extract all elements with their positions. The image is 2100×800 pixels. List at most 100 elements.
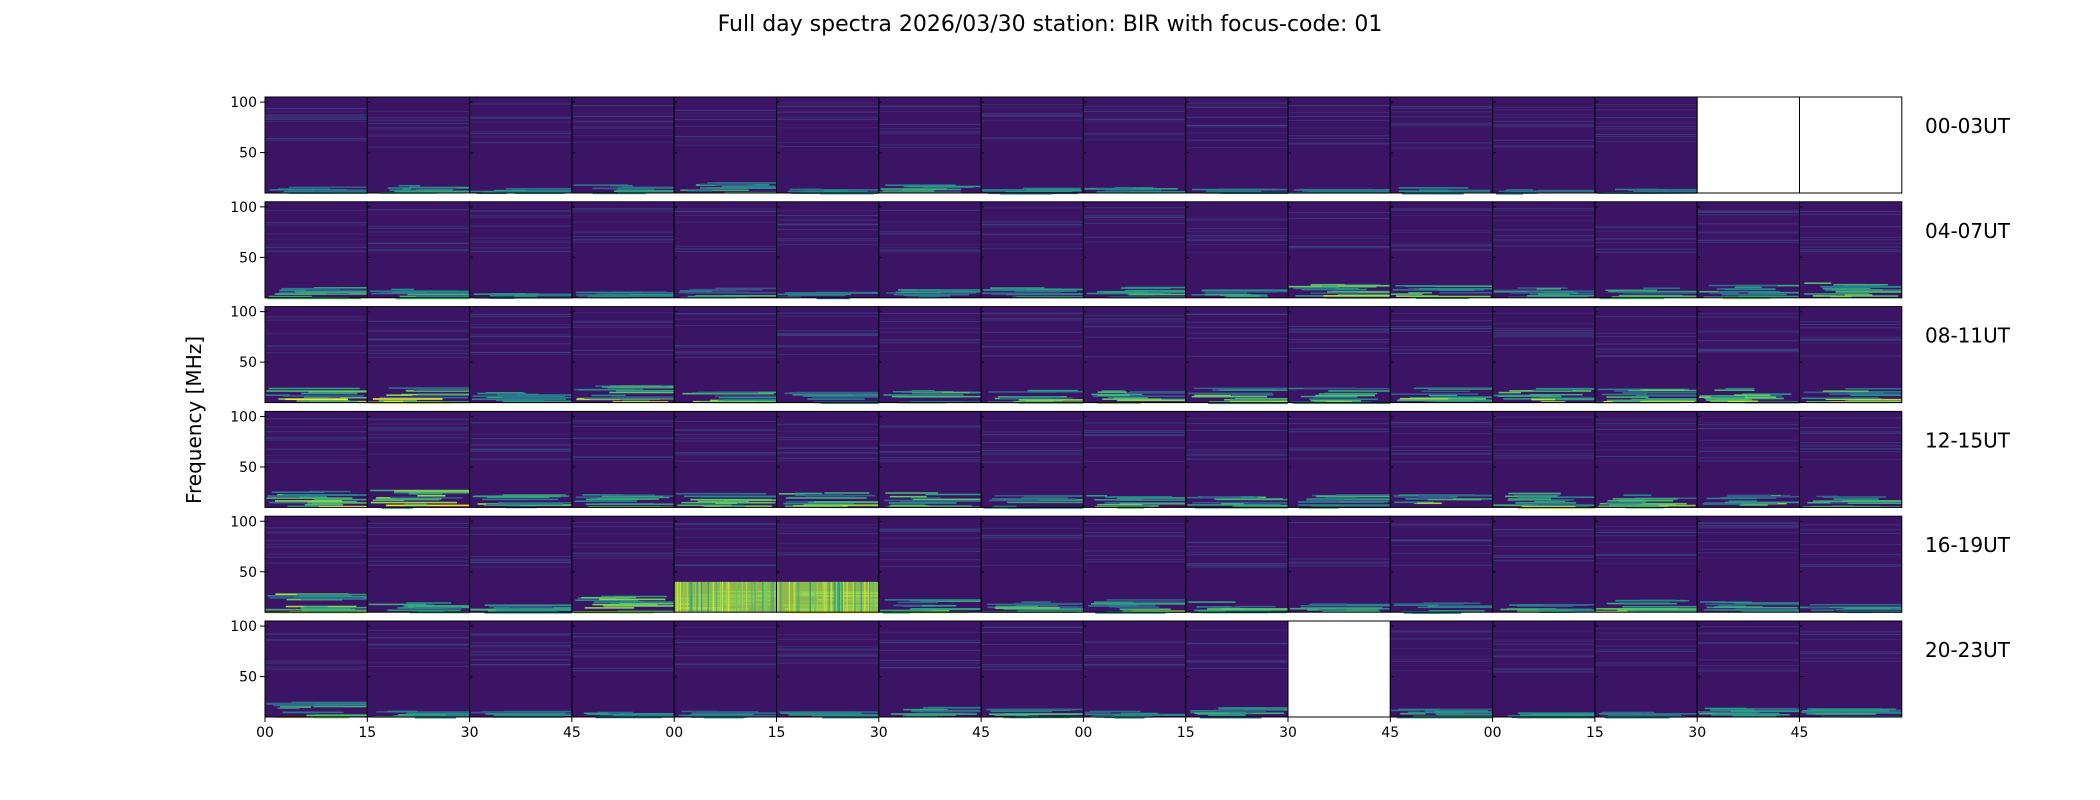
signal-band xyxy=(1434,397,1486,400)
rfi-line xyxy=(1390,325,1493,327)
signal-band xyxy=(1309,603,1391,606)
rfi-line xyxy=(674,318,777,320)
rfi-line xyxy=(1288,448,1391,450)
rfi-line xyxy=(1083,550,1186,552)
burst-stripe xyxy=(798,581,800,613)
rfi-line xyxy=(981,454,1084,456)
rfi-line xyxy=(1697,439,1800,441)
rfi-line xyxy=(265,668,368,670)
signal-band xyxy=(1390,709,1420,712)
signal-band xyxy=(265,608,356,611)
rfi-line xyxy=(367,127,470,129)
signal-band xyxy=(1810,708,1896,711)
rfi-line xyxy=(571,353,675,355)
signal-band xyxy=(812,396,879,398)
rfi-line xyxy=(469,131,572,133)
signal-band xyxy=(613,714,675,717)
rfi-line xyxy=(1083,527,1186,529)
rfi-line xyxy=(571,321,675,323)
rfi-line xyxy=(1594,662,1698,664)
signal-band xyxy=(601,495,664,498)
rfi-line xyxy=(1083,536,1186,538)
signal-band xyxy=(1847,502,1902,504)
signal-band xyxy=(690,498,772,501)
signal-band xyxy=(1100,499,1122,501)
rfi-line xyxy=(1799,246,1902,248)
rfi-line xyxy=(469,116,572,118)
signal-band xyxy=(1322,610,1381,613)
signal-band xyxy=(1728,500,1758,502)
signal-band xyxy=(995,605,1038,608)
signal-band xyxy=(587,295,648,297)
rfi-line xyxy=(878,426,982,428)
rfi-line xyxy=(674,215,777,217)
signal-band xyxy=(1809,603,1902,606)
signal-band xyxy=(710,715,777,717)
signal-band xyxy=(1732,715,1777,718)
rfi-line xyxy=(469,132,572,134)
signal-band xyxy=(619,602,675,605)
rfi-line xyxy=(981,666,1084,668)
spectrum-panel xyxy=(1390,516,1493,613)
rfi-line xyxy=(1083,665,1186,667)
rfi-line xyxy=(1288,561,1391,563)
rfi-line xyxy=(776,102,879,104)
rfi-line xyxy=(1697,351,1800,353)
rfi-line xyxy=(981,345,1084,347)
signal-band xyxy=(1419,189,1449,192)
signal-band xyxy=(1084,711,1111,714)
rfi-line xyxy=(1594,541,1698,543)
signal-band xyxy=(1214,709,1284,712)
rfi-line xyxy=(1799,445,1902,447)
signal-band xyxy=(1844,398,1902,401)
rfi-line xyxy=(878,444,982,446)
rfi-line xyxy=(1492,656,1595,658)
signal-band xyxy=(269,597,365,599)
rfi-line xyxy=(1185,458,1288,460)
signal-band xyxy=(788,714,837,716)
signal-band xyxy=(1218,707,1288,709)
rfi-line xyxy=(878,425,982,427)
rfi-line xyxy=(367,637,470,639)
rfi-line xyxy=(1492,529,1595,531)
signal-band xyxy=(1210,605,1232,608)
signal-band xyxy=(602,604,656,607)
x-tick-label: 00 xyxy=(665,725,683,741)
rfi-line xyxy=(469,646,572,648)
rfi-line xyxy=(1697,548,1800,550)
signal-band xyxy=(778,493,806,495)
rfi-line xyxy=(1185,643,1288,645)
signal-band xyxy=(514,395,566,398)
signal-band xyxy=(1120,712,1158,715)
rfi-line xyxy=(1185,429,1288,431)
rfi-line xyxy=(265,352,368,354)
rfi-line xyxy=(674,454,777,456)
signal-band xyxy=(312,716,350,719)
spectrum-panel xyxy=(674,201,777,298)
signal-band xyxy=(1636,394,1698,397)
signal-band xyxy=(1727,494,1772,497)
rfi-line xyxy=(1594,230,1698,232)
rfi-line xyxy=(1594,227,1698,229)
rfi-line xyxy=(265,115,368,117)
rfi-line xyxy=(1594,348,1698,350)
signal-band xyxy=(812,191,879,194)
rfi-line xyxy=(1083,218,1186,220)
rfi-line xyxy=(265,348,368,350)
rfi-line xyxy=(1083,132,1186,134)
rfi-line xyxy=(776,244,879,246)
rfi-line xyxy=(1697,423,1800,425)
signal-band xyxy=(1498,391,1522,394)
rfi-line xyxy=(776,105,879,107)
rfi-line xyxy=(1185,661,1288,663)
burst-stripe xyxy=(823,581,825,613)
rfi-line xyxy=(1799,529,1902,531)
signal-band xyxy=(1088,605,1137,607)
row-label: 00-03UT xyxy=(1925,114,2011,138)
signal-band xyxy=(1394,604,1439,606)
signal-band xyxy=(697,391,759,394)
rfi-line xyxy=(878,209,982,211)
rfi-line xyxy=(878,128,982,130)
signal-band xyxy=(990,287,1045,289)
signal-band xyxy=(1606,502,1643,504)
